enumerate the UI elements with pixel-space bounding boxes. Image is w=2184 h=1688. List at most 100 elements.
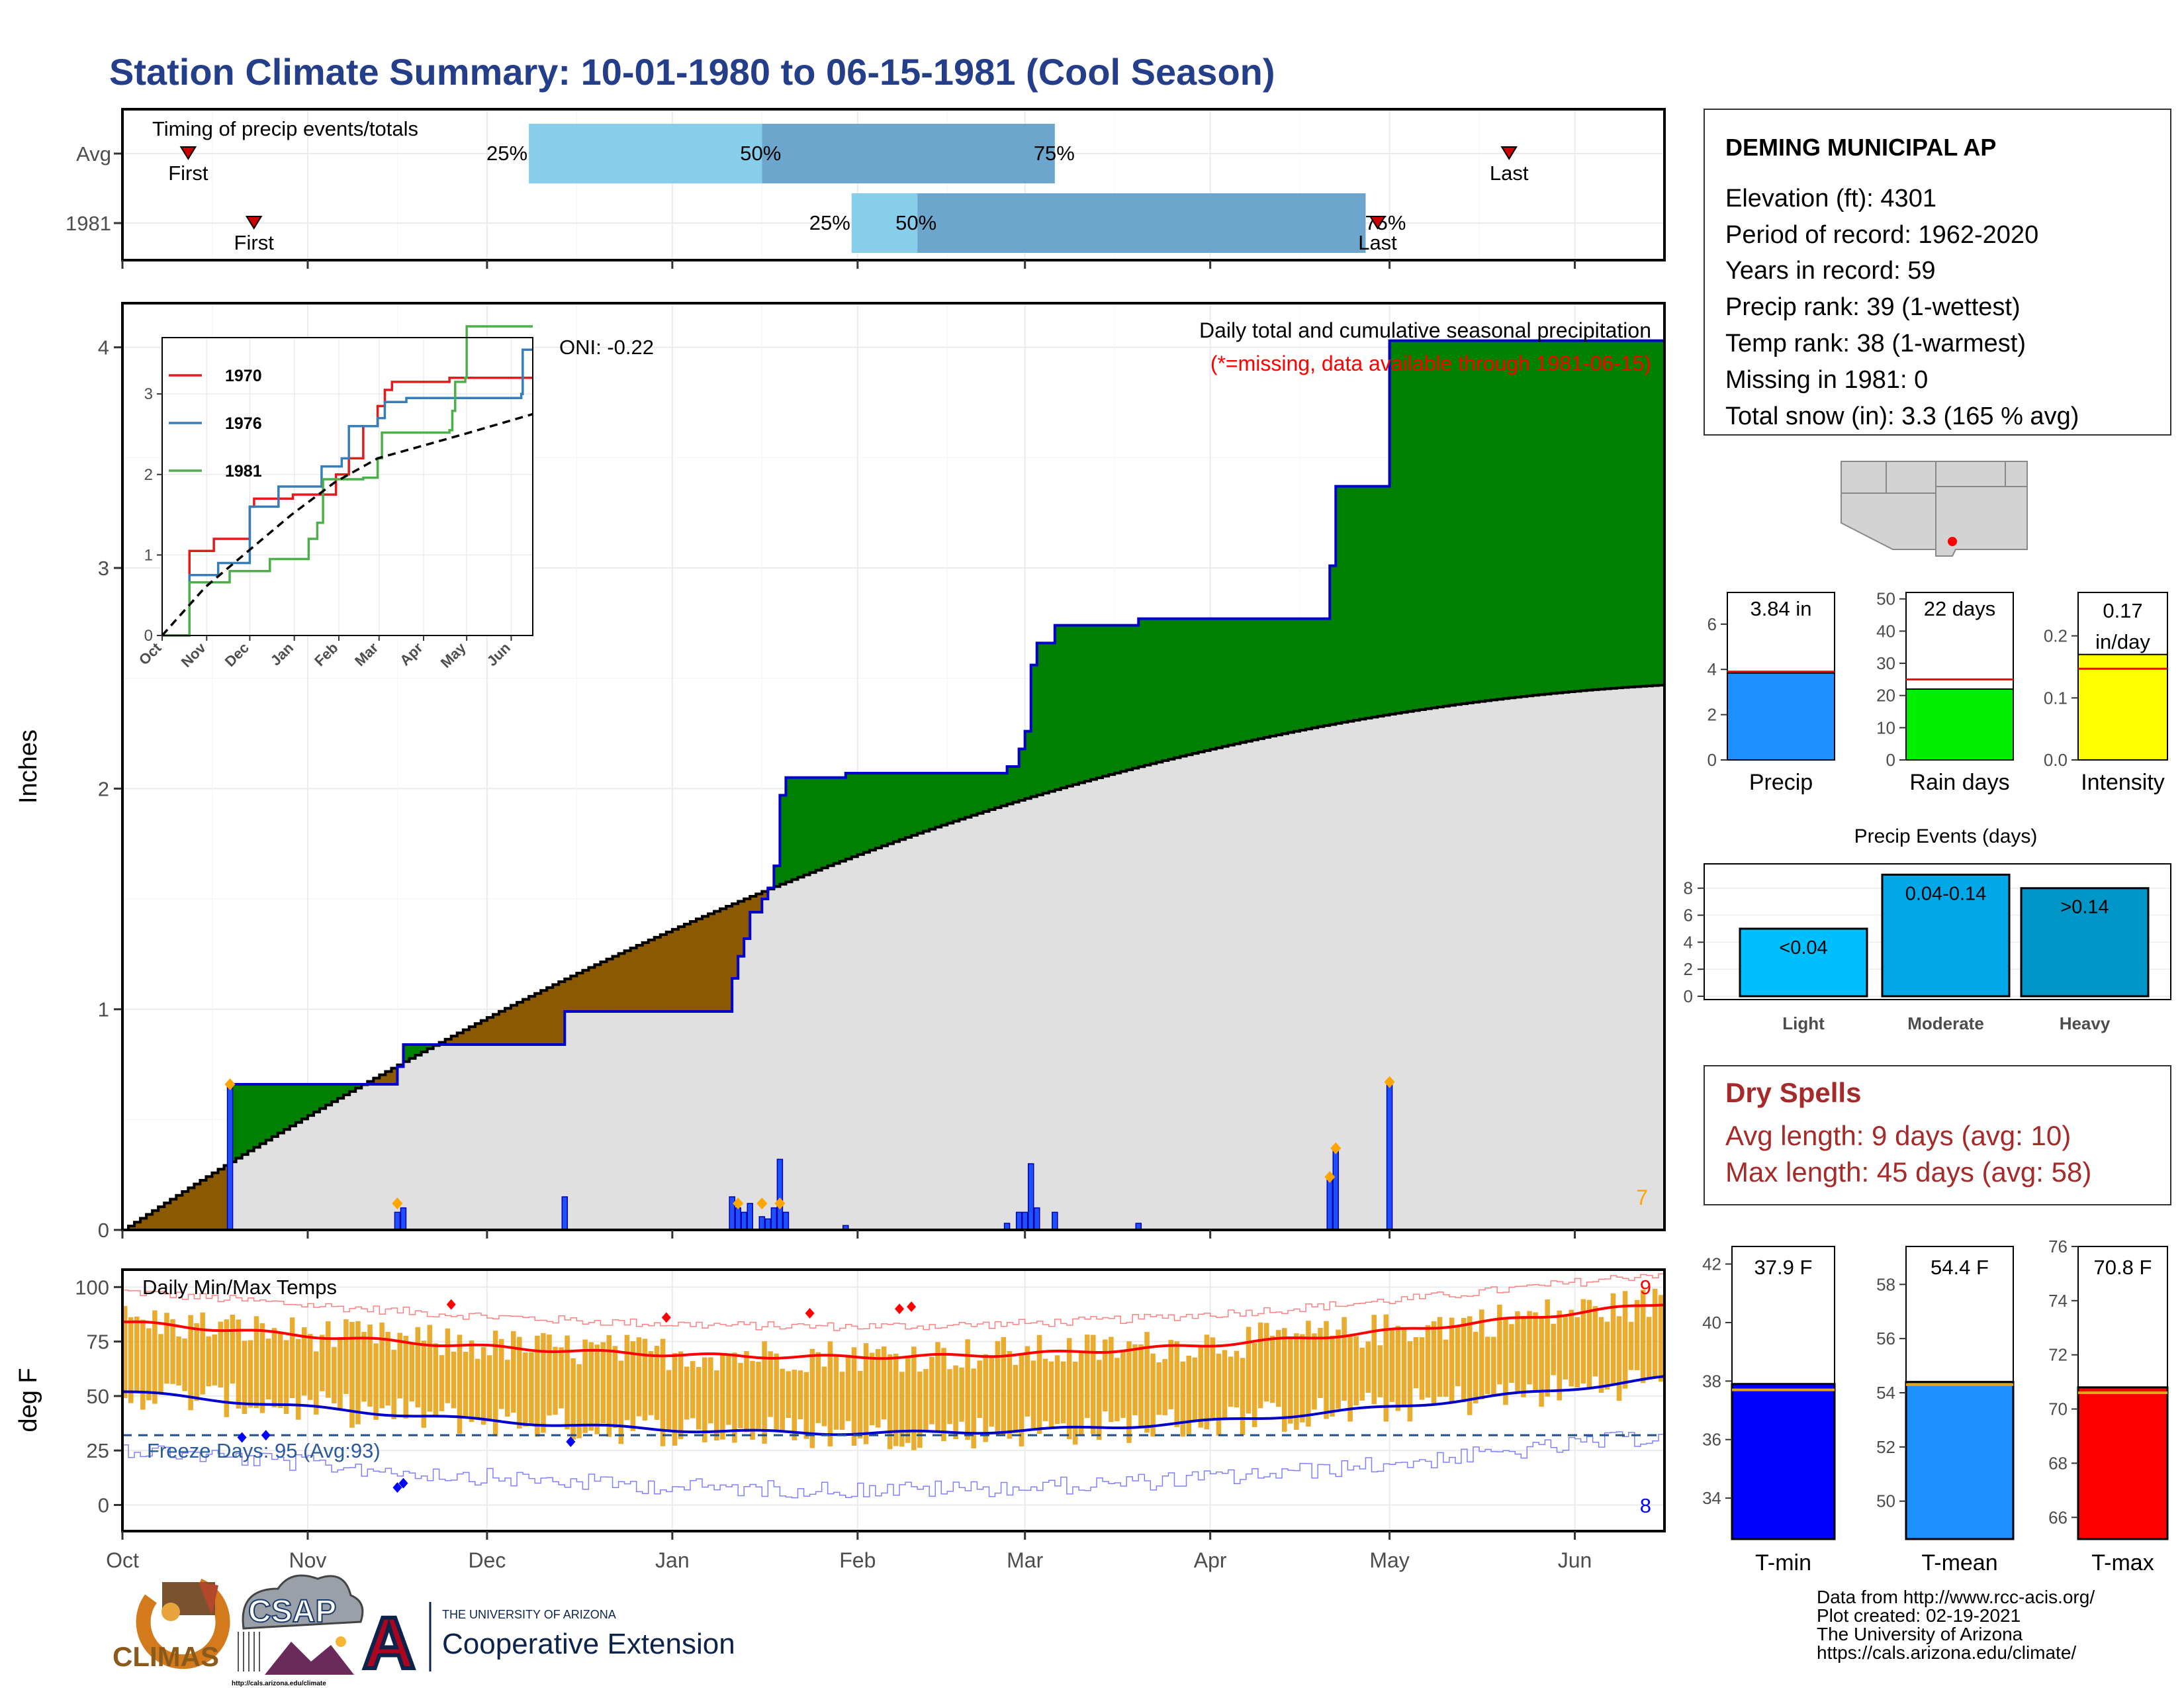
above-avg-area: [1461, 340, 1468, 704]
snow-marker: [1330, 1142, 1342, 1154]
intensity-gauge-tick-label: 0.2: [2044, 626, 2068, 646]
daily-temp-bar: [565, 1335, 570, 1430]
inset-legend-label: 1970: [225, 367, 262, 385]
below-avg-area: [463, 1029, 470, 1045]
above-avg-area: [1342, 486, 1348, 723]
daily-temp-bar: [582, 1339, 588, 1433]
temp-ytick-label: 25: [87, 1439, 109, 1462]
above-avg-area: [1042, 643, 1050, 794]
daily-temp-bar: [283, 1340, 289, 1414]
record-low-marker: [566, 1436, 576, 1448]
daily-temp-bar: [684, 1366, 690, 1420]
above-avg-area: [1054, 625, 1062, 790]
above-avg-area: [1174, 618, 1181, 758]
tmax-gauge-tick-label: 76: [2048, 1237, 2068, 1256]
daily-precip-bar: [842, 1225, 849, 1230]
above-avg-area: [1509, 340, 1516, 698]
above-avg-area: [1234, 618, 1241, 744]
above-avg-area: [1455, 340, 1462, 705]
timing-p25-label: 25%: [486, 142, 527, 165]
below-avg-area: [373, 1078, 380, 1084]
station-location-dot: [1948, 537, 1957, 546]
observed-cumulative-line: [122, 339, 1664, 1230]
above-avg-area: [1503, 340, 1510, 699]
below-avg-area: [541, 990, 547, 1045]
daily-temp-bar: [774, 1353, 779, 1430]
month-label: May: [1369, 1548, 1409, 1572]
record-high-marker: [661, 1312, 671, 1323]
above-avg-area: [965, 773, 972, 818]
daily-temp-bar: [1030, 1360, 1036, 1429]
month-label: Dec: [468, 1548, 506, 1572]
above-avg-area: [349, 1084, 356, 1092]
above-avg-area: [786, 777, 793, 882]
daily-temp-bar: [971, 1368, 976, 1449]
daily-temp-bar: [1592, 1306, 1598, 1377]
record-max-line: [122, 1273, 1664, 1331]
daily-temp-bar: [965, 1339, 970, 1440]
daily-temp-bar: [164, 1313, 169, 1384]
csap-logo-url: http://cals.arizona.edu/climate: [232, 1680, 326, 1687]
daily-temp-bar: [224, 1319, 230, 1417]
daily-temp-bar: [792, 1370, 797, 1440]
above-avg-area: [320, 1084, 326, 1109]
above-avg-area: [1622, 340, 1629, 688]
daily-temp-bar: [738, 1362, 743, 1429]
daily-temp-bar: [1342, 1317, 1347, 1401]
daily-temp-bar: [1019, 1353, 1024, 1447]
station-line-5: Missing in 1981: 0: [1725, 366, 1928, 394]
record-low-marker: [392, 1482, 402, 1493]
daily-temp-bar: [469, 1340, 475, 1423]
above-avg-area: [1521, 340, 1527, 697]
month-label: Feb: [839, 1548, 876, 1572]
above-avg-area: [1216, 618, 1223, 748]
events-bar-label: Light: [1782, 1013, 1825, 1033]
above-avg-area: [1371, 486, 1379, 718]
daily-temp-bar: [332, 1346, 337, 1404]
tmax-gauge-label: T-max: [2091, 1550, 2154, 1575]
above-avg-area: [1533, 340, 1539, 696]
daily-temp-bar: [600, 1342, 606, 1424]
above-avg-area: [1640, 340, 1647, 686]
above-avg-area: [977, 773, 984, 814]
tmean-gauge-tick-label: 56: [1876, 1329, 1895, 1348]
timing-p75-label: 75%: [1365, 211, 1406, 234]
daily-temp-bar: [1060, 1361, 1066, 1424]
below-avg-area: [475, 1023, 482, 1045]
above-avg-area: [821, 777, 829, 868]
above-avg-area: [1527, 340, 1533, 696]
above-avg-area: [1263, 618, 1271, 737]
below-avg-area: [176, 1195, 183, 1230]
daily-temp-bar: [875, 1348, 881, 1428]
below-avg-area: [559, 982, 565, 1045]
daily-temp-bar: [1616, 1316, 1622, 1401]
below-avg-area: [565, 978, 571, 1011]
daily-temp-bar: [1048, 1361, 1054, 1427]
below-avg-area: [385, 1071, 392, 1084]
daily-temp-bar: [1120, 1350, 1126, 1418]
below-avg-area: [457, 1033, 464, 1045]
daily-temp-bar: [1078, 1351, 1084, 1436]
temp-ytick-label: 75: [87, 1331, 109, 1354]
daily-temp-bar: [338, 1336, 343, 1411]
daily-temp-bar: [1563, 1317, 1569, 1380]
timing-row-label: 1981: [66, 212, 111, 235]
daily-temp-bar: [1580, 1299, 1586, 1383]
tmin-gauge-tick-label: 40: [1702, 1313, 1721, 1333]
daily-temp-bar: [457, 1335, 463, 1434]
daily-temp-bar: [863, 1343, 869, 1444]
below-avg-area: [690, 921, 697, 1011]
avg-min-line: [122, 1375, 1664, 1436]
ua-logo-big: Cooperative Extension: [442, 1628, 735, 1660]
daily-temp-bar: [265, 1338, 271, 1400]
below-avg-area: [498, 1011, 506, 1045]
above-avg-area: [343, 1084, 350, 1095]
station-line-3: Precip rank: 39 (1-wettest): [1725, 293, 2021, 321]
above-avg-area: [1275, 618, 1283, 735]
credit-line-2: The University of Arizona: [1817, 1624, 2023, 1644]
timing-title: Timing of precip events/totals: [152, 117, 418, 140]
below-avg-area: [666, 931, 673, 1011]
main-ytick-label: 2: [98, 777, 109, 800]
above-avg-area: [917, 773, 924, 833]
daily-temp-bar: [857, 1370, 863, 1439]
